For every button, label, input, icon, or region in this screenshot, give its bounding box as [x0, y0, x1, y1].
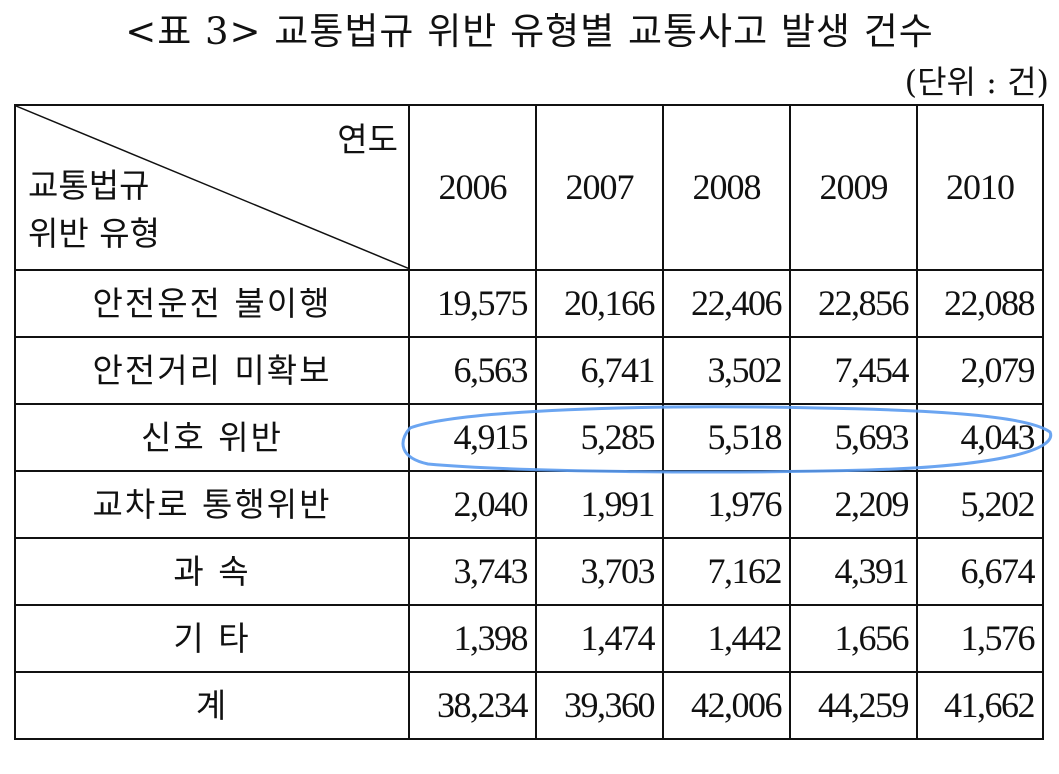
- table-cell: 4,915: [408, 403, 537, 472]
- row-label: 안전운전 불이행: [14, 269, 410, 338]
- table-cell: 1,991: [535, 470, 664, 539]
- table-row: 안전거리 미확보 6,563 6,741 3,502 7,454 2,079: [14, 336, 1044, 405]
- table-cell: 38,234: [408, 671, 537, 740]
- table-cell: 1,398: [408, 604, 537, 673]
- table-cell: 22,088: [916, 269, 1044, 338]
- table-cell: 7,162: [662, 537, 791, 606]
- table-cell: 39,360: [535, 671, 664, 740]
- accident-table: 연도 교통법규 위반 유형 2006 2007 2008 2009 2010 안…: [14, 104, 1044, 740]
- table-cell: 22,856: [789, 269, 918, 338]
- table-cell: 1,656: [789, 604, 918, 673]
- table-cell: 6,741: [535, 336, 664, 405]
- row-label: 신호 위반: [14, 403, 410, 472]
- table-cell: 5,518: [662, 403, 791, 472]
- table-row: 안전운전 불이행 19,575 20,166 22,406 22,856 22,…: [14, 269, 1044, 338]
- table-cell: 3,743: [408, 537, 537, 606]
- table-row: 과 속 3,743 3,703 7,162 4,391 6,674: [14, 537, 1044, 606]
- table-row: 교차로 통행위반 2,040 1,991 1,976 2,209 5,202: [14, 470, 1044, 539]
- corner-diagonal: [16, 106, 410, 269]
- table-cell: 3,703: [535, 537, 664, 606]
- table-cell: 41,662: [916, 671, 1044, 740]
- unit-label: (단위 : 건): [904, 63, 1049, 101]
- table-cell: 1,442: [662, 604, 791, 673]
- table-cell: 2,079: [916, 336, 1044, 405]
- table-cell: 3,502: [662, 336, 791, 405]
- table-cell: 2,209: [789, 470, 918, 539]
- table-cell: 6,674: [916, 537, 1044, 606]
- type-axis-label: 교통법규 위반 유형: [28, 162, 160, 258]
- table-cell: 42,006: [662, 671, 791, 740]
- table-title: <표 3> 교통법규 위반 유형별 교통사고 발생 건수: [125, 10, 934, 53]
- table-cell: 22,406: [662, 269, 791, 338]
- table-cell: 44,259: [789, 671, 918, 740]
- table-cell: 19,575: [408, 269, 537, 338]
- table-cell: 7,454: [789, 336, 918, 405]
- table-cell: 6,563: [408, 336, 537, 405]
- table-cell: 1,474: [535, 604, 664, 673]
- type-axis-label-line2: 위반 유형: [28, 214, 160, 253]
- row-label: 계: [14, 671, 410, 740]
- year-axis-label: 연도: [337, 120, 398, 159]
- year-header: 2006: [408, 104, 537, 271]
- year-header: 2007: [535, 104, 664, 271]
- table-row-total: 계 38,234 39,360 42,006 44,259 41,662: [14, 671, 1044, 740]
- row-label: 과 속: [14, 537, 410, 606]
- table-cell: 5,693: [789, 403, 918, 472]
- row-label: 기 타: [14, 604, 410, 673]
- year-header: 2010: [916, 104, 1044, 271]
- table-cell: 1,576: [916, 604, 1044, 673]
- table-cell: 1,976: [662, 470, 791, 539]
- row-label: 교차로 통행위반: [14, 470, 410, 539]
- year-header: 2008: [662, 104, 791, 271]
- table-cell: 2,040: [408, 470, 537, 539]
- year-header: 2009: [789, 104, 918, 271]
- type-axis-label-line1: 교통법규: [28, 166, 150, 205]
- row-label: 안전거리 미확보: [14, 336, 410, 405]
- table-cell: 5,202: [916, 470, 1044, 539]
- table-cell: 20,166: [535, 269, 664, 338]
- table-cell: 5,285: [535, 403, 664, 472]
- table-cell: 4,043: [916, 403, 1044, 472]
- header-row: 연도 교통법규 위반 유형 2006 2007 2008 2009 2010: [14, 104, 1044, 271]
- table-row: 신호 위반 4,915 5,285 5,518 5,693 4,043: [14, 403, 1044, 472]
- corner-cell: 연도 교통법규 위반 유형: [14, 104, 410, 271]
- table-row: 기 타 1,398 1,474 1,442 1,656 1,576: [14, 604, 1044, 673]
- table-cell: 4,391: [789, 537, 918, 606]
